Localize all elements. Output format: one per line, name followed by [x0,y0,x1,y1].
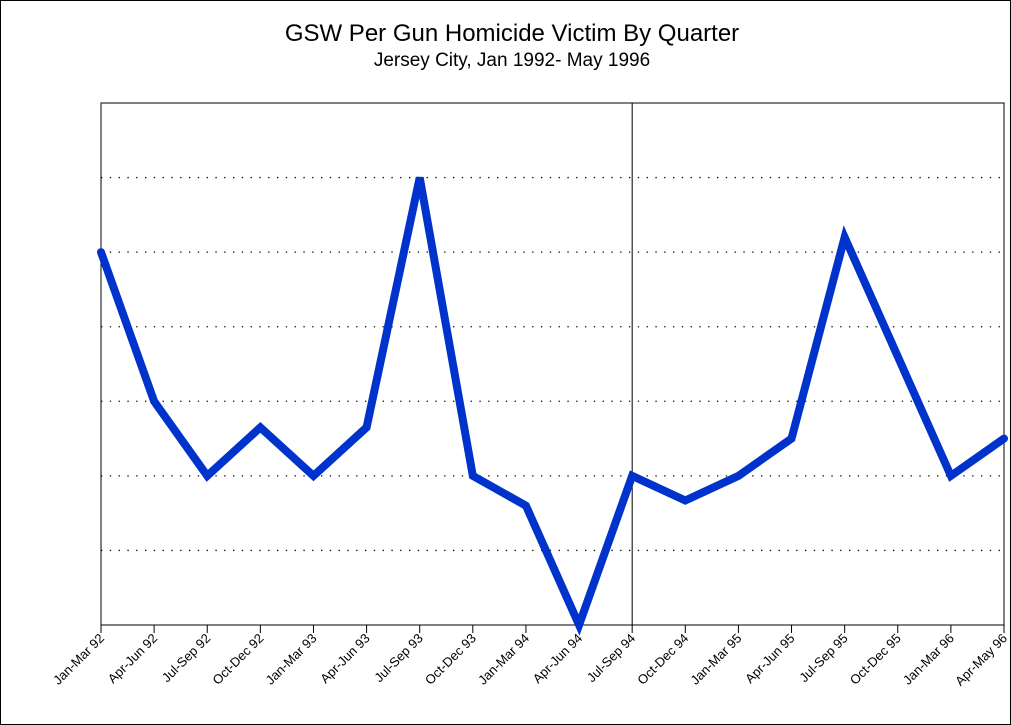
x-tick-label: Jul-Sep 95 [796,631,851,686]
x-tick-label: Jul-Sep 94 [584,631,639,686]
x-tick-label: Jan-Mar 93 [262,631,319,688]
x-tick-label: Jan-Mar 95 [687,631,744,688]
plot-area [100,102,1005,626]
x-tick-label: Oct-Dec 95 [847,631,904,688]
x-tick-label: Apr-Jun 92 [105,631,161,687]
x-tick-label: Jan-Mar 94 [475,631,532,688]
chart-subtitle: Jersey City, Jan 1992- May 1996 [374,50,650,71]
x-tick-label: Jul-Sep 92 [159,631,214,686]
data-line [97,176,1008,636]
x-tick-label: Jul-Sep 93 [371,631,426,686]
x-tick-label: Jan-Mar 92 [50,631,107,688]
x-tick-label: Apr-May 96 [952,631,1010,689]
chart-title: GSW Per Gun Homicide Victim By Quarter [285,20,739,47]
x-tick-label: Apr-Jun 93 [317,631,373,687]
x-tick-label: Apr-Jun 95 [742,631,798,687]
x-tick-label: Apr-Jun 94 [530,631,586,687]
x-tick-label: Oct-Dec 92 [209,631,266,688]
x-tick-label: Oct-Dec 94 [634,631,691,688]
x-tick-label: Jan-Mar 96 [900,631,957,688]
x-tick-label: Oct-Dec 93 [422,631,479,688]
